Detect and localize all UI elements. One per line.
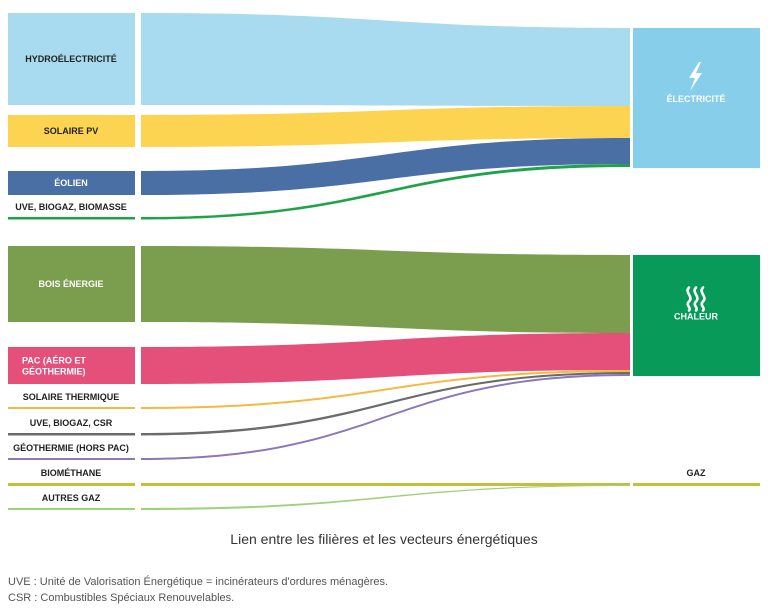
source-node-biomethane: BIOMÉTHANE (8, 468, 135, 486)
target-node-gaz: GAZ (633, 468, 760, 486)
source-node-eolien: ÉOLIEN (8, 171, 135, 195)
source-node-sol_th: SOLAIRE THERMIQUE (8, 392, 135, 409)
source-node-uve_csr: UVE, BIOGAZ, CSR (8, 418, 135, 436)
flow-eolien-to-elec (141, 138, 630, 195)
source-line (8, 508, 135, 510)
lightning-icon (689, 62, 702, 91)
flow-uve_bio-to-elec (141, 164, 630, 220)
source-node-pac: PAC (AÉRO ET GÉOTHERMIE) (8, 347, 135, 384)
sankey-diagram: HYDROÉLECTRICITÉ SOLAIRE PV ÉOLIEN UVE, BIO… (8, 13, 760, 510)
flow-hydro-to-elec (141, 13, 630, 106)
source-line (8, 407, 135, 409)
flow-bois-to-chaleur (141, 246, 630, 333)
source-label: PAC (AÉRO ET GÉOTHERMIE) (22, 356, 86, 377)
source-label: BIOMÉTHANE (41, 468, 102, 478)
source-label: ÉOLIEN (54, 178, 88, 188)
source-box (8, 171, 135, 195)
source-line (8, 458, 135, 460)
source-node-autres_gaz: AUTRES GAZ (8, 493, 135, 510)
source-label: HYDROÉLECTRICITÉ (25, 54, 117, 64)
source-label: UVE, BIOGAZ, CSR (30, 418, 113, 428)
source-line (8, 483, 135, 486)
diagram-caption: Lien entre les filières et les vecteurs … (230, 531, 538, 547)
source-label: SOLAIRE THERMIQUE (23, 392, 120, 402)
source-line (8, 433, 135, 436)
source-box (8, 347, 135, 384)
footnote-csr: CSR : Combustibles Spéciaux Renouvelable… (8, 592, 235, 604)
flow-geo-to-chaleur (141, 374, 630, 460)
flow-sol_th-to-chaleur (141, 370, 630, 409)
source-node-bois: BOIS ÉNERGIE (8, 246, 135, 322)
target-node-elec: ÉLECTRICITÉ (633, 28, 760, 168)
source-node-hydro: HYDROÉLECTRICITÉ (8, 13, 135, 105)
source-label: AUTRES GAZ (42, 493, 101, 503)
source-box (8, 115, 135, 147)
target-node-chaleur: CHALEUR (633, 255, 760, 376)
source-label: UVE, BIOGAZ, BIOMASSE (15, 202, 127, 212)
flow-pv-to-elec (141, 106, 630, 147)
source-node-uve_bio: UVE, BIOGAZ, BIOMASSE (8, 202, 135, 220)
target-label: CHALEUR (674, 312, 718, 322)
source-label: BOIS ÉNERGIE (38, 279, 103, 289)
target-box (633, 255, 760, 376)
source-box (8, 246, 135, 322)
flow-uve_csr-to-chaleur (141, 372, 630, 436)
source-label: GÉOTHERMIE (HORS PAC) (13, 443, 129, 453)
target-label: GAZ (687, 468, 707, 478)
source-box (8, 13, 135, 105)
flow-autres_gaz-to-gaz (141, 485, 630, 510)
source-node-pv: SOLAIRE PV (8, 115, 135, 147)
target-box (633, 28, 760, 168)
target-line (633, 483, 760, 486)
footnote-uve: UVE : Unité de Valorisation Énergétique … (8, 576, 389, 588)
heat-waves-icon (686, 286, 706, 312)
flow-pac-to-chaleur (141, 333, 630, 384)
source-line (8, 217, 135, 220)
source-node-geo: GÉOTHERMIE (HORS PAC) (8, 443, 135, 460)
source-label: SOLAIRE PV (44, 126, 99, 136)
target-label: ÉLECTRICITÉ (666, 94, 725, 104)
flow-biomethane-to-gaz (141, 483, 630, 486)
